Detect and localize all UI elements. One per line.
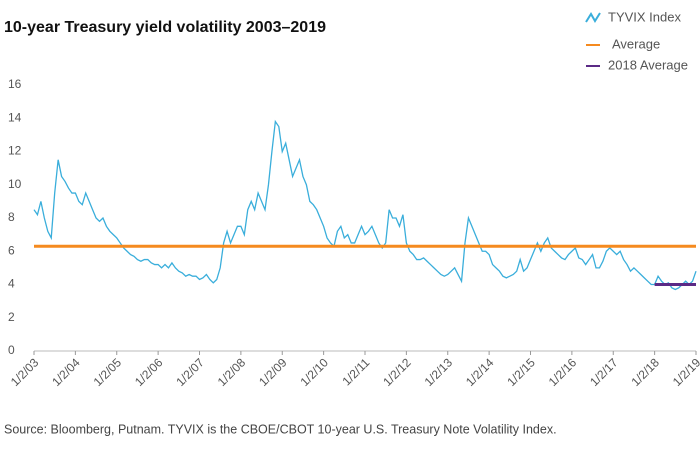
legend-label: Average <box>612 36 660 51</box>
x-tick-label: 1/2/13 <box>422 355 456 389</box>
x-tick-label: 1/2/08 <box>215 355 249 389</box>
y-tick-label: 16 <box>8 77 22 91</box>
x-tick-label: 1/2/07 <box>173 355 207 389</box>
source-note: Source: Bloomberg, Putnam. TYVIX is the … <box>4 422 557 436</box>
x-tick-label: 1/2/05 <box>91 355 125 389</box>
x-tick-label: 1/2/10 <box>297 355 331 389</box>
legend-label: 2018 Average <box>608 57 688 72</box>
x-tick-label: 1/2/19 <box>670 355 700 389</box>
y-tick-label: 10 <box>8 177 22 191</box>
y-tick-label: 8 <box>8 210 15 224</box>
series-line <box>33 119 697 291</box>
x-tick-label: 1/2/09 <box>256 355 290 389</box>
x-tick-label: 1/2/06 <box>132 355 166 389</box>
legend-label: TYVIX Index <box>608 9 681 24</box>
y-tick-label: 4 <box>8 277 15 291</box>
legend-icon <box>585 12 601 23</box>
y-tick-label: 0 <box>8 343 15 357</box>
chart-title: 10-year Treasury yield volatility 2003–2… <box>4 19 326 36</box>
y-tick-label: 14 <box>8 110 22 124</box>
x-tick-label: 1/2/16 <box>546 355 580 389</box>
y-tick-label: 2 <box>8 310 15 324</box>
x-tick-label: 1/2/11 <box>339 355 372 388</box>
x-tick-label: 1/2/15 <box>504 355 538 389</box>
x-tick-label: 1/2/14 <box>463 355 497 389</box>
x-tick-label: 1/2/04 <box>49 355 83 389</box>
x-tick-label: 1/2/18 <box>628 355 662 389</box>
x-tick-label: 1/2/17 <box>587 355 621 389</box>
x-tick-label: 1/2/12 <box>380 355 414 389</box>
y-tick-label: 6 <box>8 243 15 257</box>
y-tick-label: 12 <box>8 144 22 158</box>
x-tick-label: 1/2/03 <box>8 355 42 389</box>
